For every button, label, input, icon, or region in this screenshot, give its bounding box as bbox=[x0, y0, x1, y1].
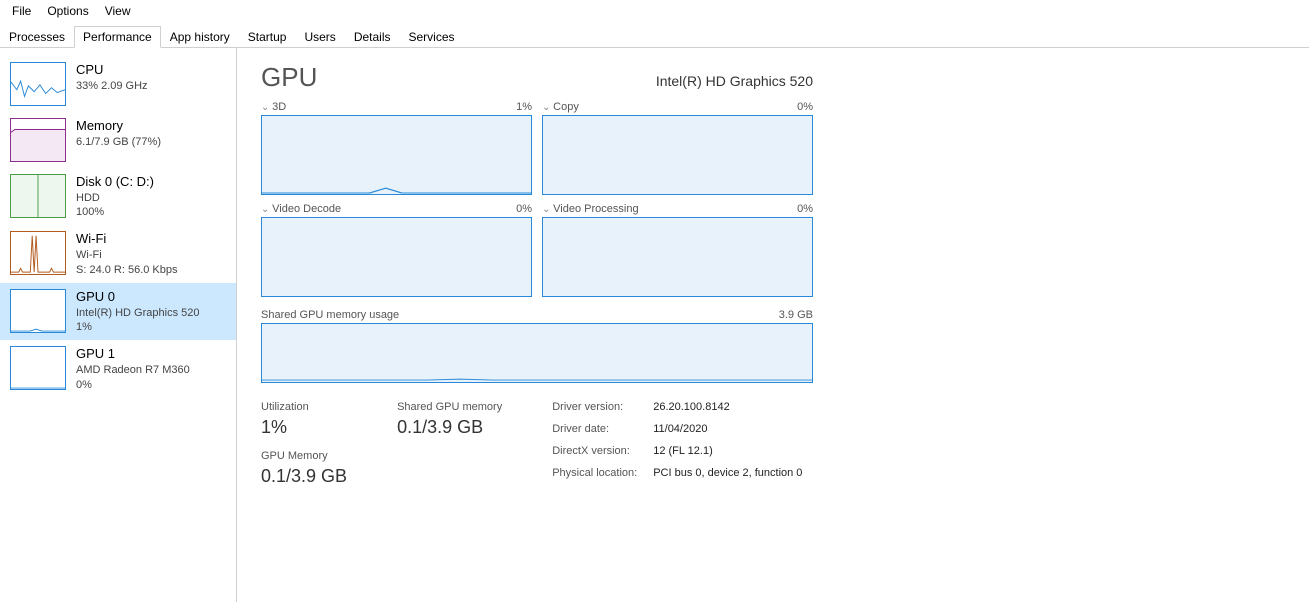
tab-details[interactable]: Details bbox=[345, 26, 400, 48]
disk-sub2: 100% bbox=[76, 205, 154, 219]
engine-video-decode-value: 0% bbox=[516, 203, 532, 215]
tab-services[interactable]: Services bbox=[400, 26, 464, 48]
gpumem-label: GPU Memory bbox=[261, 450, 347, 462]
wifi-title: Wi-Fi bbox=[76, 231, 178, 248]
memory-title: Memory bbox=[76, 118, 161, 135]
memory-sub: 6.1/7.9 GB (77%) bbox=[76, 135, 161, 149]
page-title: GPU bbox=[261, 62, 317, 93]
tab-processes[interactable]: Processes bbox=[0, 26, 74, 48]
sidebar-item-memory[interactable]: Memory 6.1/7.9 GB (77%) bbox=[0, 112, 236, 168]
disk-title: Disk 0 (C: D:) bbox=[76, 174, 154, 191]
util-value: 1% bbox=[261, 417, 347, 438]
engine-dropdown-video-processing[interactable]: Video Processing bbox=[542, 203, 639, 215]
menu-file[interactable]: File bbox=[4, 2, 39, 20]
engine-dropdown-3d[interactable]: 3D bbox=[261, 101, 286, 113]
tab-app-history[interactable]: App history bbox=[161, 26, 239, 48]
engine-3d-value: 1% bbox=[516, 101, 532, 113]
gpu0-sub2: 1% bbox=[76, 320, 200, 334]
wifi-sub2: S: 24.0 R: 56.0 Kbps bbox=[76, 263, 178, 277]
engine-copy-value: 0% bbox=[797, 101, 813, 113]
location-k: Physical location: bbox=[552, 467, 637, 487]
memory-thumb bbox=[10, 118, 66, 162]
shared-value: 0.1/3.9 GB bbox=[397, 417, 502, 438]
directx-k: DirectX version: bbox=[552, 445, 637, 465]
sidebar-item-cpu[interactable]: CPU 33% 2.09 GHz bbox=[0, 56, 236, 112]
driver-date-k: Driver date: bbox=[552, 423, 637, 443]
gpu0-sub1: Intel(R) HD Graphics 520 bbox=[76, 306, 200, 320]
tab-performance[interactable]: Performance bbox=[74, 26, 161, 48]
sidebar-item-wifi[interactable]: Wi-Fi Wi-Fi S: 24.0 R: 56.0 Kbps bbox=[0, 225, 236, 282]
cpu-sub: 33% 2.09 GHz bbox=[76, 79, 148, 93]
shared-mem-max: 3.9 GB bbox=[779, 309, 813, 321]
wifi-thumb bbox=[10, 231, 66, 275]
engine-dropdown-copy[interactable]: Copy bbox=[542, 101, 579, 113]
sidebar-item-gpu0[interactable]: GPU 0 Intel(R) HD Graphics 520 1% bbox=[0, 283, 236, 340]
chart-video-processing bbox=[542, 217, 813, 297]
tab-startup[interactable]: Startup bbox=[239, 26, 296, 48]
driver-details: Driver version: 26.20.100.8142 Driver da… bbox=[552, 401, 802, 487]
chart-shared-mem bbox=[261, 323, 813, 383]
chart-copy bbox=[542, 115, 813, 195]
util-label: Utilization bbox=[261, 401, 347, 413]
driver-date-v: 11/04/2020 bbox=[653, 423, 802, 443]
gpu1-title: GPU 1 bbox=[76, 346, 190, 363]
gpumem-value: 0.1/3.9 GB bbox=[261, 466, 347, 487]
gpu1-thumb bbox=[10, 346, 66, 390]
disk-sub1: HDD bbox=[76, 191, 154, 205]
disk-thumb bbox=[10, 174, 66, 218]
engine-video-processing-value: 0% bbox=[797, 203, 813, 215]
tab-strip: Processes Performance App history Startu… bbox=[0, 25, 1309, 48]
gpu1-sub1: AMD Radeon R7 M360 bbox=[76, 363, 190, 377]
gpu0-title: GPU 0 bbox=[76, 289, 200, 306]
shared-mem-label: Shared GPU memory usage bbox=[261, 309, 399, 321]
cpu-title: CPU bbox=[76, 62, 148, 79]
gpu1-sub2: 0% bbox=[76, 378, 190, 392]
cpu-thumb bbox=[10, 62, 66, 106]
location-v: PCI bus 0, device 2, function 0 bbox=[653, 467, 802, 487]
driver-version-v: 26.20.100.8142 bbox=[653, 401, 802, 421]
menu-options[interactable]: Options bbox=[39, 2, 96, 20]
directx-v: 12 (FL 12.1) bbox=[653, 445, 802, 465]
chart-3d bbox=[261, 115, 532, 195]
chart-video-decode bbox=[261, 217, 532, 297]
sidebar-item-disk[interactable]: Disk 0 (C: D:) HDD 100% bbox=[0, 168, 236, 225]
tab-users[interactable]: Users bbox=[295, 26, 344, 48]
device-name: Intel(R) HD Graphics 520 bbox=[656, 73, 813, 89]
engine-dropdown-video-decode[interactable]: Video Decode bbox=[261, 203, 341, 215]
main-panel: GPU Intel(R) HD Graphics 520 3D 1% Copy … bbox=[237, 48, 837, 602]
driver-version-k: Driver version: bbox=[552, 401, 637, 421]
menu-view[interactable]: View bbox=[97, 2, 139, 20]
shared-label: Shared GPU memory bbox=[397, 401, 502, 413]
performance-sidebar: CPU 33% 2.09 GHz Memory 6.1/7.9 GB (77%)… bbox=[0, 48, 237, 602]
menubar: File Options View bbox=[0, 0, 1309, 23]
sidebar-item-gpu1[interactable]: GPU 1 AMD Radeon R7 M360 0% bbox=[0, 340, 236, 397]
wifi-sub1: Wi-Fi bbox=[76, 248, 178, 262]
gpu0-thumb bbox=[10, 289, 66, 333]
